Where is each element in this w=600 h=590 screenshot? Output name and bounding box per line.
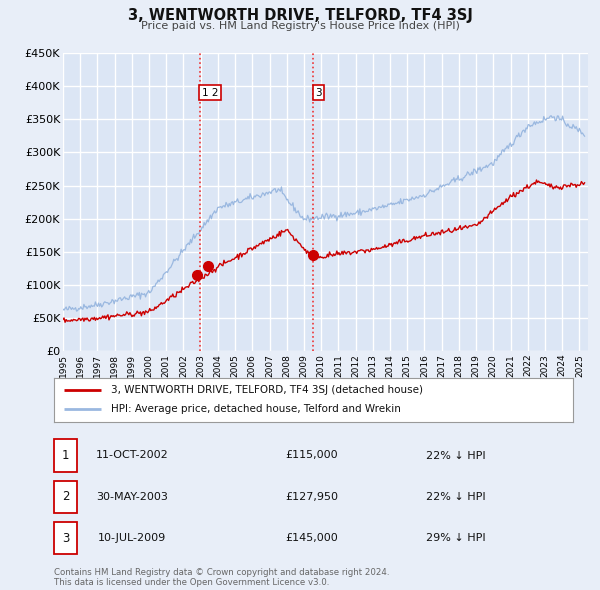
Text: 29% ↓ HPI: 29% ↓ HPI (426, 533, 486, 543)
Text: £145,000: £145,000 (286, 533, 338, 543)
Text: HPI: Average price, detached house, Telford and Wrekin: HPI: Average price, detached house, Telf… (111, 405, 401, 414)
Text: 2: 2 (62, 490, 69, 503)
Text: 11-OCT-2002: 11-OCT-2002 (95, 451, 169, 460)
Text: Contains HM Land Registry data © Crown copyright and database right 2024.
This d: Contains HM Land Registry data © Crown c… (54, 568, 389, 587)
Text: 22% ↓ HPI: 22% ↓ HPI (426, 451, 486, 460)
Text: 3, WENTWORTH DRIVE, TELFORD, TF4 3SJ: 3, WENTWORTH DRIVE, TELFORD, TF4 3SJ (128, 8, 472, 22)
Text: 3: 3 (315, 88, 322, 98)
Text: Price paid vs. HM Land Registry's House Price Index (HPI): Price paid vs. HM Land Registry's House … (140, 21, 460, 31)
Text: 22% ↓ HPI: 22% ↓ HPI (426, 492, 486, 502)
Text: £127,950: £127,950 (286, 492, 338, 502)
Text: 1: 1 (62, 449, 69, 462)
Text: 30-MAY-2003: 30-MAY-2003 (96, 492, 168, 502)
Text: 10-JUL-2009: 10-JUL-2009 (98, 533, 166, 543)
Text: £115,000: £115,000 (286, 451, 338, 460)
Text: 3, WENTWORTH DRIVE, TELFORD, TF4 3SJ (detached house): 3, WENTWORTH DRIVE, TELFORD, TF4 3SJ (de… (111, 385, 423, 395)
Text: 3: 3 (62, 532, 69, 545)
Text: 1 2: 1 2 (202, 88, 218, 98)
